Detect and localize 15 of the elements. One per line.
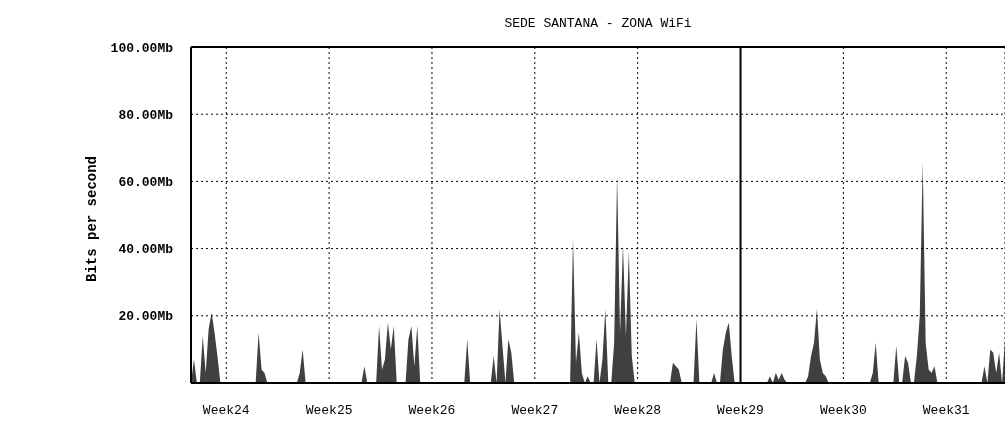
y-tick-label: 80.00Mb [118, 107, 174, 123]
y-tick-label: 60.00Mb [118, 175, 174, 191]
y-axis-title: Bits per second [84, 155, 100, 283]
x-tick-label: Week24 [202, 403, 250, 419]
y-tick-label: 20.00Mb [118, 309, 174, 325]
y-tick-label: 40.00Mb [118, 242, 174, 258]
y-tick-label: 100.00Mb [110, 40, 174, 56]
x-tick-label: Week28 [614, 403, 662, 419]
x-tick-label: Week29 [717, 403, 764, 419]
x-tick-label: Week30 [819, 403, 867, 419]
x-tick-label: Week31 [922, 403, 970, 419]
x-tick-label: Week27 [511, 403, 559, 419]
x-tick-label: Week26 [408, 403, 456, 419]
chart-title: SEDE SANTANA - ZONA WiFi [503, 16, 693, 31]
x-tick-label: Week25 [305, 403, 353, 419]
